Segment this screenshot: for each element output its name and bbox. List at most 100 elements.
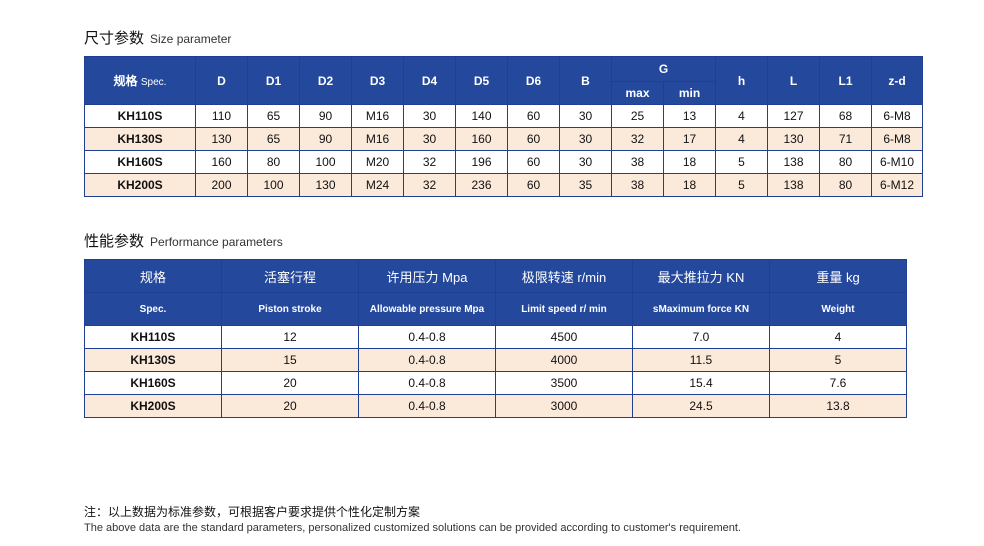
cell: 80: [247, 150, 300, 174]
cell-spec: KH110S: [84, 325, 222, 349]
header-piston-stroke-cn: 活塞行程: [221, 259, 359, 293]
cell-spec: KH200S: [84, 394, 222, 418]
cell: 80: [819, 173, 872, 197]
cell: 0.4-0.8: [358, 394, 496, 418]
table-row: KH160S 20 0.4-0.8 3500 15.4 7.6: [84, 371, 907, 395]
performance-title-en: Performance parameters: [150, 235, 283, 249]
cell: 3500: [495, 371, 633, 395]
cell: 35: [559, 173, 612, 197]
header-allowable-pressure-cn: 许用压力 Mpa: [358, 259, 496, 293]
table-row: KH110S 110 65 90 M16 30 140 60 30 25 13 …: [84, 104, 923, 128]
header-L1: L1: [819, 56, 872, 105]
cell-spec: KH110S: [84, 104, 196, 128]
cell: 17: [663, 127, 716, 151]
cell: 15: [221, 348, 359, 372]
footnote-en: The above data are the standard paramete…: [84, 522, 741, 534]
cell: 100: [299, 150, 352, 174]
cell: 5: [769, 348, 907, 372]
cell: 60: [507, 127, 560, 151]
cell: 30: [559, 127, 612, 151]
header-allowable-pressure-en: Allowable pressure Mpa: [358, 292, 496, 326]
header-spec-cn: 规格: [84, 259, 222, 293]
cell: 7.0: [632, 325, 770, 349]
cell: 60: [507, 173, 560, 197]
table-row: KH130S 15 0.4-0.8 4000 11.5 5: [84, 348, 907, 372]
cell: 3000: [495, 394, 633, 418]
table-row: KH200S 20 0.4-0.8 3000 24.5 13.8: [84, 394, 907, 418]
cell: 25: [611, 104, 664, 128]
cell-spec: KH130S: [84, 348, 222, 372]
cell: 24.5: [632, 394, 770, 418]
cell: 110: [195, 104, 248, 128]
cell-spec: KH200S: [84, 173, 196, 197]
header-L: L: [767, 56, 820, 105]
cell: 140: [455, 104, 508, 128]
cell: 32: [403, 150, 456, 174]
cell: M16: [351, 127, 404, 151]
cell: 6-M12: [871, 173, 923, 197]
cell: 130: [299, 173, 352, 197]
cell-spec: KH160S: [84, 150, 196, 174]
header-spec: 规格 Spec.: [84, 56, 196, 105]
cell: 68: [819, 104, 872, 128]
cell: 200: [195, 173, 248, 197]
cell: 196: [455, 150, 508, 174]
performance-title-cn: 性能参数: [84, 233, 145, 250]
cell: 0.4-0.8: [358, 325, 496, 349]
header-D: D: [195, 56, 248, 105]
header-piston-stroke-en: Piston stroke: [221, 292, 359, 326]
cell: 4: [769, 325, 907, 349]
cell: 6-M8: [871, 104, 923, 128]
cell: 18: [663, 173, 716, 197]
cell: 13: [663, 104, 716, 128]
cell: 6-M8: [871, 127, 923, 151]
header-G-min: min: [663, 81, 716, 105]
size-parameter-table: 规格 Spec. D D1 D2 D3 D4 D5 D6 B G h L L1 …: [84, 56, 923, 197]
cell: 13.8: [769, 394, 907, 418]
cell: 90: [299, 104, 352, 128]
header-max-force-cn: 最大推拉力 KN: [632, 259, 770, 293]
footnote-cn: 注：以上数据为标准参数，可根据客户要求提供个性化定制方案: [84, 505, 421, 519]
cell: 4500: [495, 325, 633, 349]
table-row: KH130S 130 65 90 M16 30 160 60 30 32 17 …: [84, 127, 923, 151]
header-D5: D5: [455, 56, 508, 105]
cell: 138: [767, 173, 820, 197]
header-max-force-en: sMaximum force KN: [632, 292, 770, 326]
cell: 32: [611, 127, 664, 151]
header-G: G: [611, 56, 716, 82]
header-z-d: z-d: [871, 56, 923, 105]
header-D3: D3: [351, 56, 404, 105]
cell: 71: [819, 127, 872, 151]
header-spec-en: Spec.: [84, 292, 222, 326]
cell-spec: KH160S: [84, 371, 222, 395]
header-B: B: [559, 56, 612, 105]
cell: 0.4-0.8: [358, 348, 496, 372]
cell: 130: [767, 127, 820, 151]
cell: 6-M10: [871, 150, 923, 174]
cell: 30: [403, 104, 456, 128]
cell: 60: [507, 104, 560, 128]
table-row: KH160S 160 80 100 M20 32 196 60 30 38 18…: [84, 150, 923, 174]
cell: 80: [819, 150, 872, 174]
cell: 4000: [495, 348, 633, 372]
cell: M16: [351, 104, 404, 128]
cell: 65: [247, 104, 300, 128]
header-spec-en: Spec.: [140, 77, 167, 88]
table-row: KH200S 200 100 130 M24 32 236 60 35 38 1…: [84, 173, 923, 197]
cell: 30: [559, 104, 612, 128]
cell: 20: [221, 371, 359, 395]
footnote: 注：以上数据为标准参数，可根据客户要求提供个性化定制方案 The above d…: [84, 503, 741, 534]
cell: 4: [715, 127, 768, 151]
header-weight-cn: 重量 kg: [769, 259, 907, 293]
size-section-title: 尺寸参数 Size parameter: [84, 27, 231, 48]
cell: 4: [715, 104, 768, 128]
header-limit-speed-cn: 极限转速 r/min: [495, 259, 633, 293]
cell: 32: [403, 173, 456, 197]
header-h: h: [715, 56, 768, 105]
header-weight-en: Weight: [769, 292, 907, 326]
cell: 100: [247, 173, 300, 197]
cell: M20: [351, 150, 404, 174]
performance-parameter-table: 规格 活塞行程 许用压力 Mpa 极限转速 r/min 最大推拉力 KN 重量 …: [84, 259, 907, 418]
cell: 20: [221, 394, 359, 418]
cell: 11.5: [632, 348, 770, 372]
